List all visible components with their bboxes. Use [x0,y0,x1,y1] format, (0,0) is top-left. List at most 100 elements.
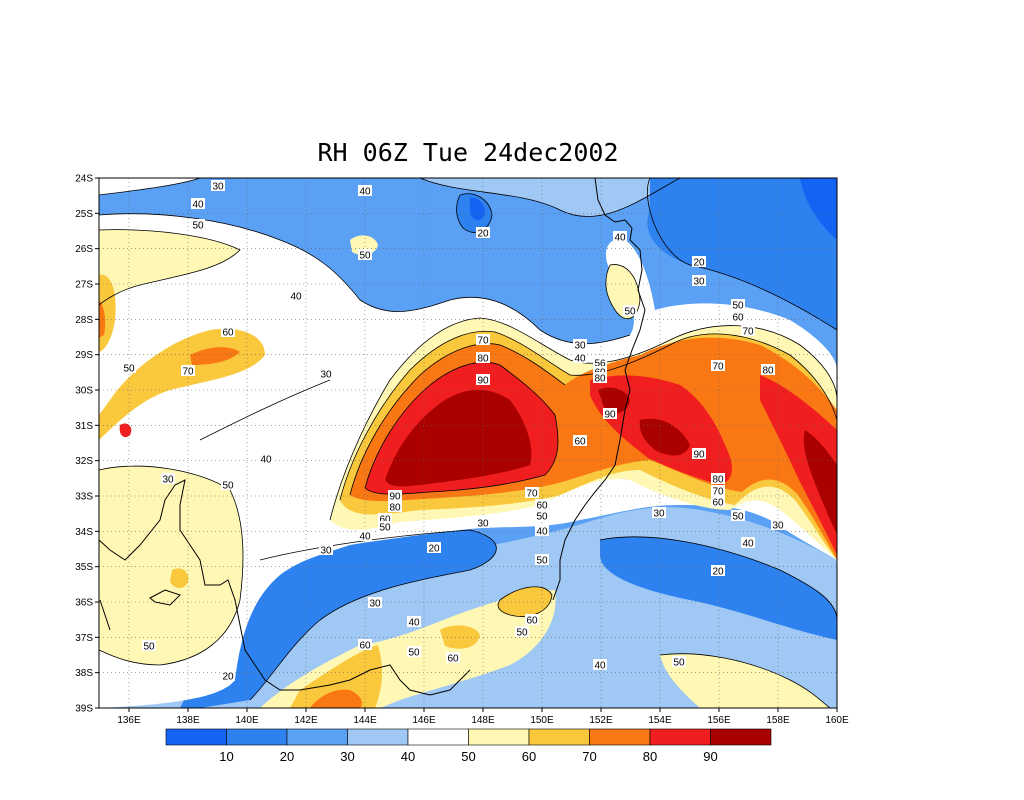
colorbar-swatch [407,728,469,746]
svg-text:60: 60 [222,328,234,339]
colorbar-label: 60 [522,749,536,764]
svg-text:50: 50 [359,251,371,262]
svg-text:40: 40 [290,292,302,303]
svg-text:56: 56 [594,359,606,370]
contour-label: 30 [692,275,706,288]
colorbar-label: 10 [219,749,233,764]
colorbar-swatch [528,728,590,746]
lon-tick-label: 154E [648,715,672,726]
lon-tick-label: 160E [825,715,849,726]
colorbar: 10 20 30 40 50 60 70 80 90 [165,728,772,764]
contour-label: 50 [122,362,136,375]
lat-tick-label: 32S [75,456,93,467]
colorbar-swatch [165,728,227,746]
contour-label: 50 [535,554,549,567]
svg-text:50: 50 [536,512,548,523]
lon-tick-label: 158E [766,715,790,726]
lat-tick-label: 25S [75,209,93,220]
svg-text:40: 40 [408,618,420,629]
contour-label: 70 [476,334,490,347]
contour-label: 40 [593,659,607,672]
colorbar-swatch [347,728,409,746]
colorbar-swatch [286,728,348,746]
contour-label: 70 [181,365,195,378]
lon-tick-label: 150E [530,715,554,726]
lat-tick-label: 29S [75,350,93,361]
svg-text:40: 40 [742,539,754,550]
contour-label: 50 [142,640,156,653]
contour-label: 40 [358,530,372,543]
contour-label: 90 [692,448,706,461]
contour-label: 30 [573,339,587,352]
contour-label: 40 [613,231,627,244]
contour-label: 80 [388,501,402,514]
contour-label: 70 [741,325,755,338]
contour-label: 40 [289,290,303,303]
lat-tick-label: 35S [75,562,93,573]
lat-tick-label: 39S [75,704,93,715]
svg-text:80: 80 [477,354,489,365]
svg-text:70: 70 [182,367,194,378]
svg-text:20: 20 [712,567,724,578]
svg-text:30: 30 [477,519,489,530]
contour-label: 50 [515,626,529,639]
svg-text:90: 90 [604,410,616,421]
contour-label: 40 [358,185,372,198]
svg-text:50: 50 [536,556,548,567]
svg-text:40: 40 [260,455,272,466]
contour-label: 50 [221,479,235,492]
contour-label: 80 [476,352,490,365]
svg-text:60: 60 [447,654,459,665]
svg-text:60: 60 [379,515,391,526]
svg-text:30: 30 [693,277,705,288]
contour-label: 30 [319,368,333,381]
lat-tick-label: 28S [75,315,93,326]
lon-tick-label: 140E [235,715,259,726]
contour-label: 40 [573,352,587,365]
contour-label: 50 [731,299,745,312]
contour-label: 60 [358,639,372,652]
contour-label: 60 [711,496,725,509]
contour-label: 30 [368,597,382,610]
contour-label: 60 [378,513,392,526]
svg-text:80: 80 [762,366,774,377]
contour-label: 50 [672,656,686,669]
contour-label: 60 [446,652,460,665]
svg-text:90: 90 [477,376,489,387]
plot-frame [98,177,838,709]
contour-label: 60 [535,499,549,512]
contour-label: 30 [211,180,225,193]
svg-text:50: 50 [624,307,636,318]
contour-label: 70 [525,487,539,500]
svg-text:20: 20 [428,544,440,555]
contour-label: 80 [711,473,725,486]
lon-tick-label: 146E [412,715,436,726]
svg-text:50: 50 [379,523,391,534]
lon-tick-label: 144E [353,715,377,726]
svg-text:30: 30 [772,521,784,532]
svg-text:80: 80 [712,475,724,486]
lat-tick-label: 33S [75,492,93,503]
contour-label: 60 [573,435,587,448]
contour-label: 30 [652,507,666,520]
svg-text:50: 50 [143,642,155,653]
chart-title: RH 06Z Tue 24dec2002 [317,138,619,167]
contour-label: 80 [593,372,607,385]
colorbar-label: 80 [643,749,657,764]
svg-text:40: 40 [574,354,586,365]
contour-label: 40 [535,525,549,538]
svg-text:70: 70 [477,336,489,347]
contour-label: 50 [535,510,549,523]
svg-text:50: 50 [732,301,744,312]
contour-label: 60 [731,311,745,324]
colorbar-label: 30 [340,749,354,764]
lat-tick-label: 37S [75,633,93,644]
lat-tick-label: 27S [75,280,93,291]
svg-text:70: 70 [712,487,724,498]
svg-text:60: 60 [574,437,586,448]
svg-text:30: 30 [320,370,332,381]
lon-tick-label: 142E [294,715,318,726]
svg-text:50: 50 [732,512,744,523]
svg-text:50: 50 [222,481,234,492]
svg-text:60: 60 [712,498,724,509]
